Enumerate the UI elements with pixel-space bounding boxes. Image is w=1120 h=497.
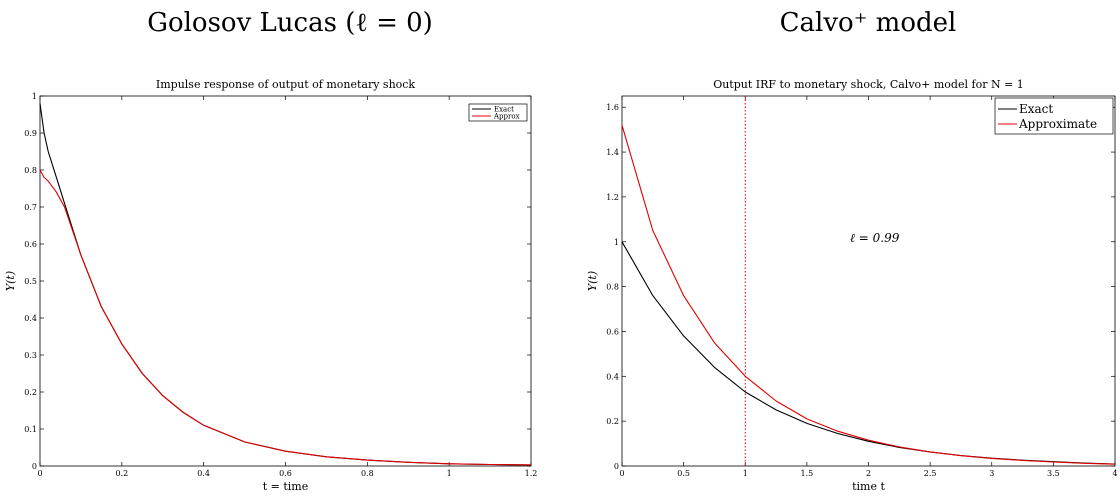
x-tick-label: 2.5 [924, 469, 937, 478]
plot-title: Impulse response of output of monetary s… [156, 78, 416, 91]
y-tick-label: 0.8 [24, 166, 37, 175]
left-panel-heading: Golosov Lucas (ℓ = 0) [147, 8, 433, 38]
x-tick-label: 0.8 [361, 469, 374, 478]
legend-box [468, 103, 528, 122]
x-tick-label: 1 [743, 469, 748, 478]
chart-2: Output IRF to monetary shock, Calvo+ mod… [586, 78, 1118, 493]
legend-label: Approx [493, 113, 520, 121]
y-tick-label: 0.4 [606, 372, 619, 381]
y-tick-label: 1 [614, 238, 619, 247]
x-tick-label: 0.4 [197, 469, 210, 478]
annotation-label: ℓ = 0.99 [850, 231, 900, 245]
plot-title: Output IRF to monetary shock, Calvo+ mod… [713, 78, 1024, 91]
y-tick-label: 0.3 [24, 351, 37, 360]
x-axis-label: t = time [263, 480, 309, 493]
x-tick-label: 4 [1112, 469, 1117, 478]
y-tick-label: 0.9 [24, 129, 37, 138]
x-tick-label: 0.6 [279, 469, 292, 478]
x-tick-label: 0.5 [677, 469, 690, 478]
y-tick-label: 1 [32, 92, 37, 101]
y-tick-label: 0.4 [24, 314, 37, 323]
x-tick-label: 0 [619, 469, 624, 478]
legend-label: Exact [1019, 102, 1053, 116]
y-tick-label: 0 [614, 462, 619, 471]
y-tick-label: 1.4 [606, 148, 619, 157]
y-tick-label: 1.2 [606, 193, 619, 202]
chart-1: Impulse response of output of monetary s… [4, 78, 537, 493]
right-panel-heading: Calvo⁺ model [779, 8, 957, 38]
x-tick-label: 1.2 [525, 469, 538, 478]
x-tick-label: 2 [866, 469, 871, 478]
y-tick-label: 0.6 [606, 327, 619, 336]
y-tick-label: 0 [32, 462, 37, 471]
x-tick-label: 3 [989, 469, 994, 478]
x-axis-label: time t [852, 480, 885, 493]
x-tick-label: 0.2 [115, 469, 128, 478]
series-line-approximate [621, 125, 1116, 465]
y-tick-label: 0.1 [24, 425, 37, 434]
y-tick-label: 0.6 [24, 240, 37, 249]
legend-box [994, 97, 1114, 135]
series-line-exact [621, 241, 1116, 465]
y-tick-label: 0.5 [24, 277, 37, 286]
legend-label: Exact [494, 106, 514, 114]
legend-label: Approximate [1018, 117, 1097, 131]
y-axis-label: Y(t) [4, 271, 17, 291]
y-tick-label: 0.7 [24, 203, 37, 212]
x-tick-label: 0 [37, 469, 42, 478]
plot-frame [39, 95, 532, 467]
y-tick-label: 0.2 [606, 417, 619, 426]
plot-frame [621, 95, 1116, 467]
x-tick-label: 1 [447, 469, 452, 478]
y-tick-label: 1.6 [606, 103, 619, 112]
y-axis-label: Y(t) [586, 271, 599, 291]
series-line-exact [39, 103, 532, 466]
x-tick-label: 1.5 [801, 469, 814, 478]
x-tick-label: 3.5 [1047, 469, 1060, 478]
y-tick-label: 0.2 [24, 388, 37, 397]
series-line-approx [39, 169, 532, 466]
y-tick-label: 0.8 [606, 283, 619, 292]
